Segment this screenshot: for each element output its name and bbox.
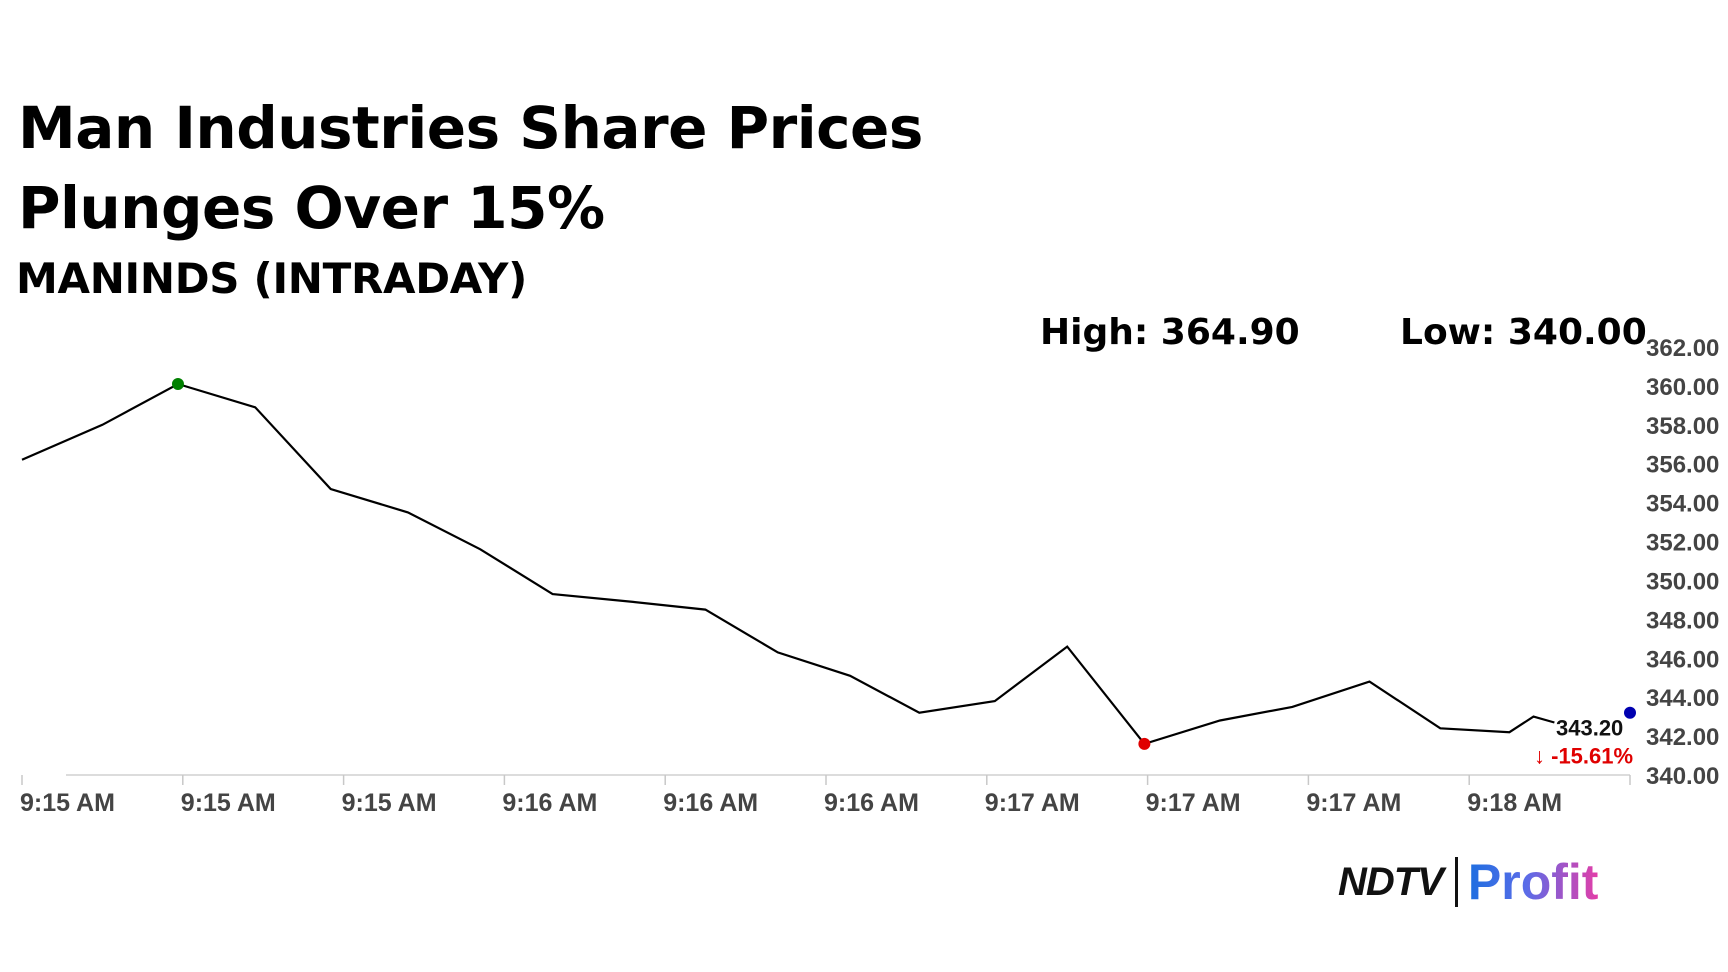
last-point-marker — [1624, 706, 1636, 719]
x-tick-label: 9:15 AM — [181, 789, 276, 817]
y-axis: 340.00 342.00 344.00 346.00 348.00 350.00 352.… — [1646, 335, 1719, 790]
price-series — [21, 382, 1555, 746]
y-tick-label: 360.00 — [1646, 374, 1719, 401]
y-tick-label: 354.00 — [1646, 491, 1719, 518]
y-tick-label: 350.00 — [1646, 568, 1719, 595]
y-tick-label: 358.00 — [1646, 413, 1719, 440]
high-point-marker — [171, 377, 184, 390]
value-labels: 343.20 ↓ -15.61% — [1534, 716, 1633, 769]
x-tick-label: 9:16 AM — [663, 789, 758, 817]
x-tick-label: 9:18 AM — [1467, 789, 1562, 817]
x-tick-label: 9:16 AM — [824, 789, 919, 817]
chart-title: Man Industries Share Prices Plunges Over… — [18, 94, 923, 242]
x-tick-label: 9:17 AM — [1146, 789, 1241, 817]
low-point-marker — [1138, 737, 1151, 750]
x-axis: 9:15 AM 9:15 AM 9:15 AM 9:16 AM 9:16 AM 9:16 … — [20, 774, 1631, 817]
day-high-stat: High: 364.90 — [1040, 312, 1300, 353]
brand-name-right: Profit — [1467, 854, 1599, 910]
x-tick-label: 9:15 AM — [342, 789, 437, 817]
y-tick-label: 346.00 — [1646, 646, 1719, 673]
markers — [171, 377, 1636, 750]
last-value-label: 343.20 — [1556, 716, 1623, 741]
y-tick-label: 362.00 — [1646, 335, 1719, 362]
y-tick-label: 352.00 — [1646, 530, 1719, 557]
day-low-stat: Low: 340.00 — [1400, 312, 1647, 353]
x-tick-label: 9:17 AM — [985, 789, 1080, 817]
y-tick-label: 344.00 — [1646, 685, 1719, 712]
y-tick-label: 340.00 — [1646, 763, 1719, 790]
x-tick-label: 9:15 AM — [20, 789, 115, 817]
x-tick-label: 9:16 AM — [502, 789, 597, 817]
chart-subtitle: MANINDS (INTRADAY) — [16, 254, 527, 303]
brand-name-left: NDTV — [1338, 859, 1444, 904]
y-tick-label: 342.00 — [1646, 724, 1719, 751]
y-tick-label: 348.00 — [1646, 607, 1719, 634]
series-line — [21, 382, 1555, 746]
y-tick-label: 356.00 — [1646, 452, 1719, 479]
x-tick-label: 9:17 AM — [1306, 789, 1401, 817]
percent-change-label: ↓ -15.61% — [1534, 744, 1633, 769]
logo-divider — [1454, 857, 1458, 907]
ndtv-profit-logo: NDTV Profit — [1338, 852, 1598, 912]
